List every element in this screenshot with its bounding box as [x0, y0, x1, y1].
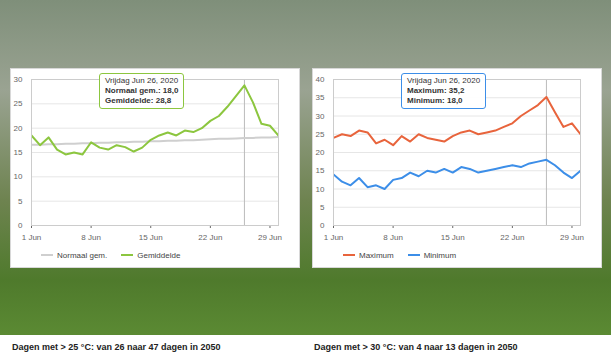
svg-text:15: 15: [316, 166, 325, 175]
svg-text:5: 5: [320, 203, 325, 212]
svg-text:20: 20: [14, 124, 23, 133]
svg-text:8 Jun: 8 Jun: [383, 233, 403, 242]
svg-text:15 Jun: 15 Jun: [441, 233, 465, 242]
svg-text:0: 0: [18, 221, 23, 230]
html-text:Maximum: Maximum: [359, 250, 394, 260]
html-text:Normaal gem.: 18,0: Normaal gem.: 18,0: [105, 86, 179, 95]
html-text:Gemiddelde: Gemiddelde: [137, 250, 181, 260]
html-text:Normaal gem.: Normaal gem.: [57, 250, 108, 260]
html-text:Maximum: 35,2: Maximum: 35,2: [407, 86, 465, 95]
svg-text:1 Jun: 1 Jun: [324, 233, 344, 242]
svg-text:1 Jun: 1 Jun: [22, 233, 42, 242]
svg-text:30: 30: [316, 112, 325, 121]
svg-text:29 Jun: 29 Jun: [258, 233, 282, 242]
html-text:Minimum: Minimum: [423, 250, 457, 260]
svg-text:0: 0: [320, 221, 325, 230]
svg-text:25: 25: [316, 130, 325, 139]
svg-text:15: 15: [14, 148, 23, 157]
svg-text:29 Jun: 29 Jun: [560, 233, 584, 242]
html-text:Vrijdag Jun 26, 2020: Vrijdag Jun 26, 2020: [105, 76, 179, 85]
svg-text:5: 5: [18, 197, 23, 206]
html-text:Gemiddelde: 28,8: Gemiddelde: 28,8: [105, 96, 172, 105]
html-text:Vrijdag Jun 26, 2020: Vrijdag Jun 26, 2020: [407, 76, 481, 85]
svg-text:20: 20: [316, 148, 325, 157]
svg-text:35: 35: [316, 93, 325, 102]
svg-text:30: 30: [14, 75, 23, 84]
svg-text:8 Jun: 8 Jun: [81, 233, 101, 242]
svg-text:22 Jun: 22 Jun: [198, 233, 222, 242]
svg-text:25: 25: [14, 99, 23, 108]
svg-text:10: 10: [14, 172, 23, 181]
html-text:Minimum: 18,0: Minimum: 18,0: [407, 96, 463, 105]
svg-text:10: 10: [316, 185, 325, 194]
html-text:Dagen met > 30 °C: van 4 naar: Dagen met > 30 °C: van 4 naar 13 dagen i…: [314, 342, 518, 352]
svg-text:15 Jun: 15 Jun: [139, 233, 163, 242]
svg-text:22 Jun: 22 Jun: [500, 233, 524, 242]
html-text:Dagen met > 25 °C: van 26 naar: Dagen met > 25 °C: van 26 naar 47 dagen …: [12, 342, 221, 352]
svg-text:40: 40: [316, 75, 325, 84]
